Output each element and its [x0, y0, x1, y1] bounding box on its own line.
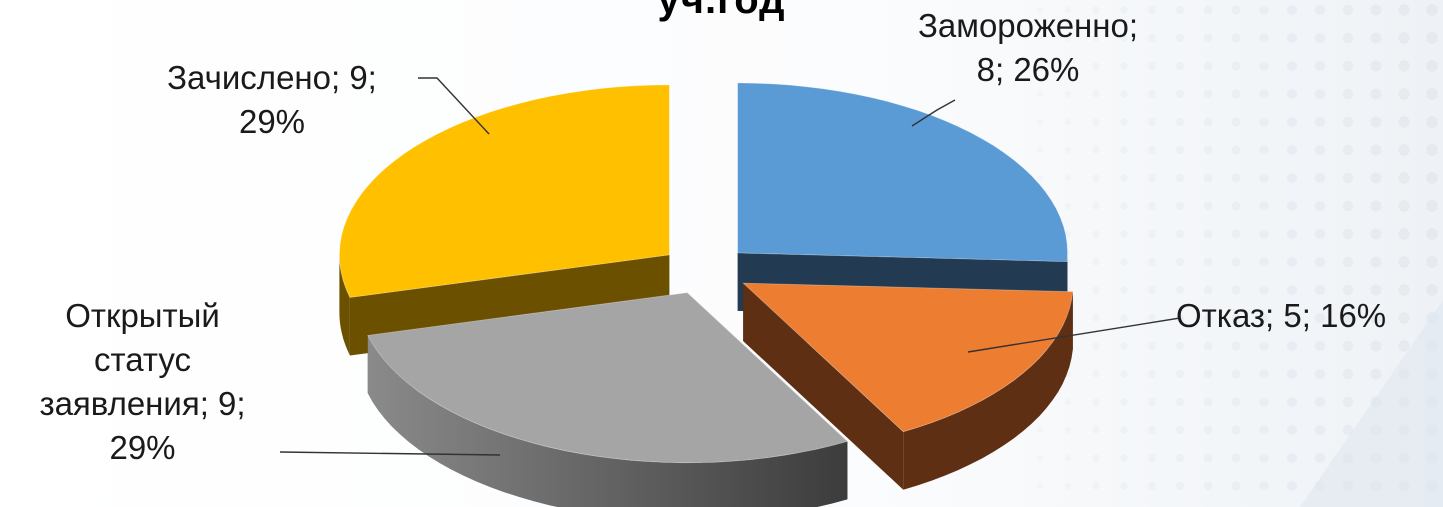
data-label-frozen: Замороженно; 8; 26%	[858, 4, 1198, 92]
data-label-refusal-line1: Отказ; 5; 16%	[1176, 297, 1387, 334]
pie-slice-refusal-wall	[743, 283, 904, 490]
data-label-refusal: Отказ; 5; 16%	[1176, 294, 1441, 338]
pie-slice-refusal	[742, 282, 1074, 490]
pie-slice-refusal-side	[903, 291, 1073, 490]
data-label-open-line4: 29%	[109, 429, 176, 466]
leader-line-refusal	[967, 317, 1181, 353]
pie-slice-enrolled-top	[338, 84, 670, 298]
leader-line-enrolled	[418, 77, 490, 135]
data-label-open-line2: статус	[94, 341, 191, 378]
leader-line-frozen	[911, 99, 956, 127]
data-label-open-line1: Открытый	[65, 297, 220, 334]
data-label-open-line3: заявления; 9;	[39, 385, 246, 422]
pie-slice-refusal-top	[742, 282, 1074, 433]
data-label-enrolled: Зачислено; 9; 29%	[112, 56, 432, 144]
pie-slice-open	[367, 292, 849, 507]
pie-slice-frozen-top	[737, 82, 1069, 263]
pie-slice-open-top	[367, 292, 849, 464]
data-label-open: Открытый статус заявления; 9; 29%	[0, 294, 285, 470]
leader-lines	[279, 77, 1181, 456]
chart-title: уч.год	[657, 0, 786, 22]
data-label-frozen-line2: 8; 26%	[976, 51, 1080, 88]
data-label-frozen-line1: Замороженно;	[917, 7, 1139, 44]
data-label-enrolled-line2: 29%	[238, 103, 306, 140]
data-label-enrolled-line1: Зачислено; 9;	[167, 59, 377, 96]
pie-slice-open-side	[367, 335, 848, 507]
pie-slice-enrolled-side	[339, 253, 350, 356]
leader-line-open	[279, 451, 501, 456]
